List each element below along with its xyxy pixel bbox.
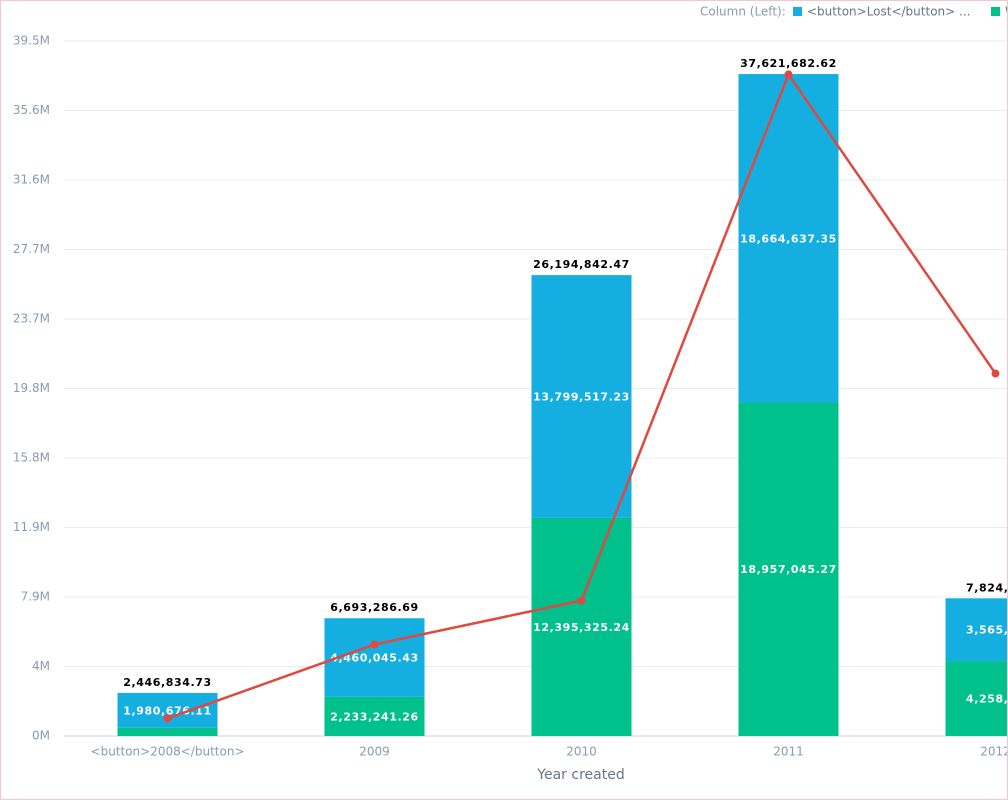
total-label: 6,693,286.69	[330, 601, 419, 614]
x-tick-label: <button>2008</button>	[91, 745, 245, 759]
line-point	[370, 640, 379, 649]
total-label: 7,824,67	[966, 581, 1007, 594]
y-tick-label: 39.5M	[13, 34, 50, 48]
y-tick-label: 4M	[32, 659, 50, 673]
value-label: 2,233,241.26	[330, 710, 419, 723]
value-label: 3,565,69	[966, 624, 1007, 637]
value-label: 4,258,98	[966, 693, 1007, 706]
y-tick-label: 7.9M	[21, 590, 50, 604]
y-tick-label: 15.8M	[13, 451, 50, 465]
line-point	[163, 714, 172, 723]
y-tick-label: 11.9M	[13, 520, 50, 534]
x-tick-label: 2011	[773, 745, 804, 759]
y-tick-label: 0M	[32, 729, 50, 743]
value-label: 12,395,325.24	[533, 621, 630, 634]
bar-segment	[738, 402, 839, 736]
y-tick-label: 23.7M	[13, 312, 50, 326]
legend-swatch	[991, 7, 1000, 16]
line-point	[577, 596, 586, 605]
total-label: 2,446,834.73	[123, 676, 212, 689]
value-label: 18,957,045.27	[740, 563, 837, 576]
x-tick-label: 2012	[980, 745, 1007, 759]
value-label: 18,664,637.35	[740, 232, 837, 245]
line-point	[991, 369, 1000, 378]
value-label: 13,799,517.23	[533, 391, 630, 404]
total-label: 37,621,682.62	[740, 57, 837, 70]
x-tick-label: 2009	[359, 745, 390, 759]
bar-segment	[945, 598, 1007, 662]
bar-segment	[945, 661, 1007, 736]
bar-segment	[738, 74, 839, 403]
bar-segment	[531, 517, 632, 736]
bar-segment	[324, 696, 425, 736]
y-tick-label: 35.6M	[13, 103, 50, 117]
line-point	[784, 70, 793, 79]
legend-swatch	[793, 7, 802, 16]
value-label: 1,980,676.11	[123, 704, 212, 717]
value-label: 4,460,045.43	[330, 651, 419, 664]
y-tick-label: 31.6M	[13, 173, 50, 187]
y-tick-label: 27.7M	[13, 242, 50, 256]
y-tick-label: 19.8M	[13, 381, 50, 395]
legend-label: <button>Lost</button> ...	[807, 5, 970, 19]
legend-label: W	[1005, 5, 1007, 19]
bar-segment	[531, 275, 632, 518]
x-tick-label: 2010	[566, 745, 597, 759]
bar-segment	[117, 727, 218, 736]
legend-prefix: Column (Left):	[700, 5, 786, 19]
x-axis-title: Year created	[536, 767, 624, 783]
total-label: 26,194,842.47	[533, 258, 630, 271]
